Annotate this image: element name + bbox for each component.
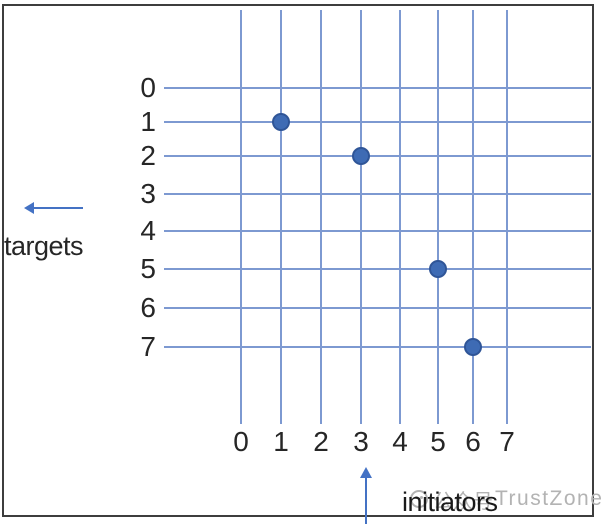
- initiators-direction-arrow: [359, 467, 373, 524]
- target-tick-label: 2: [140, 140, 156, 171]
- grid-horizontal-line: [164, 346, 591, 348]
- grid-vertical-line: [506, 10, 508, 424]
- arrow-left-shaft: [31, 207, 83, 209]
- target-tick-label: 4: [140, 215, 156, 246]
- initiator-tick-label: 5: [430, 426, 446, 457]
- initiator-tick-label: 1: [273, 426, 289, 457]
- initiator-tick-label: 4: [392, 426, 408, 457]
- grid-horizontal-line: [164, 193, 591, 195]
- watermark-cn-text: 公众号: [433, 490, 493, 513]
- grid-vertical-line: [280, 10, 282, 424]
- grid-horizontal-line: [164, 268, 591, 270]
- initiator-tick-label: 7: [499, 426, 515, 457]
- connection-dot: [429, 260, 447, 278]
- icon-eye-left: [415, 496, 418, 499]
- grid-horizontal-line: [164, 121, 591, 123]
- grid-vertical-line: [399, 10, 401, 424]
- initiator-tick-label: 0: [233, 426, 249, 457]
- arrow-up-head-icon: [360, 467, 372, 478]
- target-tick-label: 1: [140, 106, 156, 137]
- arrow-left-head-icon: [24, 202, 34, 214]
- grid-horizontal-line: [164, 230, 591, 232]
- icon-eye-right: [420, 496, 423, 499]
- targets-axis-title: targets: [4, 231, 84, 261]
- grid-horizontal-line: [164, 307, 591, 309]
- grid-vertical-line: [437, 10, 439, 424]
- target-tick-label: 7: [140, 331, 156, 362]
- connection-dot: [272, 113, 290, 131]
- grid-vertical-line: [320, 10, 322, 424]
- connection-dot: [464, 338, 482, 356]
- initiator-tick-label: 2: [313, 426, 329, 457]
- initiator-tick-label: 3: [353, 426, 369, 457]
- target-tick-label: 3: [140, 178, 156, 209]
- grid-horizontal-line: [164, 155, 591, 157]
- targets-direction-arrow: [24, 202, 84, 214]
- grid-horizontal-line: [164, 87, 591, 89]
- initiator-tick-label: 6: [465, 426, 481, 457]
- grid-vertical-line: [240, 10, 242, 424]
- target-tick-label: 0: [140, 72, 156, 103]
- watermark-en-text: TrustZone: [495, 487, 602, 510]
- watermark: 公众号 TrustZone: [410, 486, 602, 513]
- figure-border: [2, 4, 594, 517]
- connection-dot: [352, 147, 370, 165]
- grid-vertical-line: [360, 10, 362, 424]
- initiators-axis-title: initiators: [402, 487, 498, 517]
- wechat-official-account-icon: [410, 490, 428, 508]
- target-tick-label: 5: [140, 253, 156, 284]
- arrow-up-shaft: [365, 476, 367, 524]
- target-tick-label: 6: [140, 292, 156, 323]
- grid-vertical-line: [472, 10, 474, 424]
